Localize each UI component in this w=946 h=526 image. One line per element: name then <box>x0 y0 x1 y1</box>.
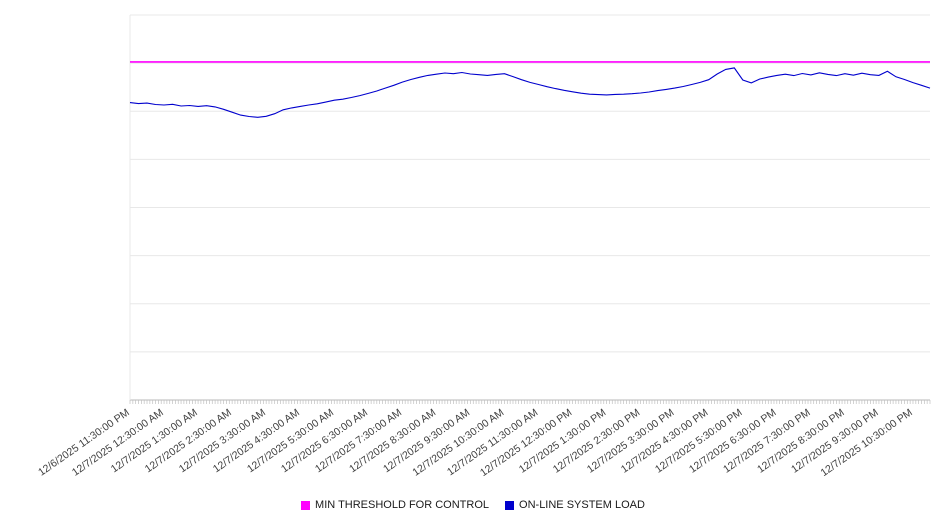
legend-label-system-load: ON-LINE SYSTEM LOAD <box>519 499 645 511</box>
legend-item-min-threshold: MIN THRESHOLD FOR CONTROL <box>301 499 489 511</box>
legend-label-min-threshold: MIN THRESHOLD FOR CONTROL <box>315 499 490 511</box>
threshold-swatch-icon <box>301 500 311 510</box>
system-load-line <box>129 67 931 118</box>
legend: MIN THRESHOLD FOR CONTROL ON-LINE SYSTEM… <box>0 490 946 520</box>
system-load-swatch-icon <box>505 500 515 510</box>
legend-item-system-load: ON-LINE SYSTEM LOAD <box>505 499 645 511</box>
